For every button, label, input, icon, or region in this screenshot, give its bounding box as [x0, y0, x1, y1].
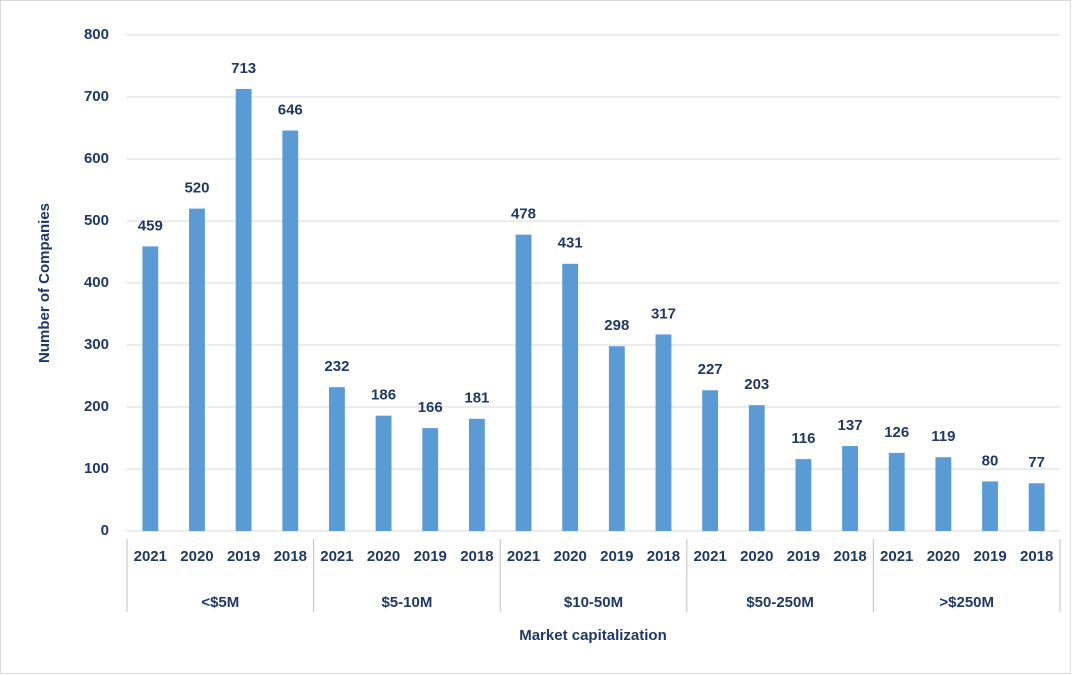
data-label: 317	[651, 305, 676, 322]
bar	[702, 390, 719, 531]
x-tick-label: 2021	[507, 548, 540, 565]
x-tick-label: 2021	[134, 548, 167, 565]
y-tick-label: 200	[84, 398, 109, 415]
bar	[282, 130, 299, 532]
y-tick-label: 100	[84, 460, 109, 477]
x-tick-label: 2019	[600, 548, 633, 565]
y-tick-label: 0	[101, 522, 109, 539]
x-tick-label: 2021	[880, 548, 913, 565]
data-label: 80	[982, 452, 999, 469]
group-label: $10-50M	[564, 594, 623, 611]
data-label: 227	[698, 361, 723, 378]
bar	[515, 234, 532, 531]
data-label: 186	[371, 387, 396, 404]
x-tick-label: 2019	[227, 548, 260, 565]
bar	[375, 415, 392, 531]
x-tick-label: 2018	[460, 548, 493, 565]
bar	[842, 446, 859, 531]
data-label: 116	[791, 430, 815, 447]
x-tick-label: 2018	[833, 548, 866, 565]
y-tick-label: 300	[84, 336, 109, 353]
data-label: 77	[1028, 454, 1045, 471]
data-label: 520	[184, 180, 209, 197]
bar	[1028, 483, 1045, 531]
x-tick-label: 2021	[693, 548, 726, 565]
bar	[935, 457, 952, 531]
x-tick-label: 2020	[740, 548, 773, 565]
x-tick-label: 2018	[647, 548, 680, 565]
x-tick-label: 2020	[927, 548, 960, 565]
x-tick-label: 2020	[367, 548, 400, 565]
data-label: 459	[138, 217, 163, 234]
group-label: $5-10M	[381, 594, 432, 611]
data-label: 126	[884, 424, 909, 441]
y-tick-label: 800	[84, 26, 109, 43]
x-tick-label: 2019	[787, 548, 820, 565]
group-label: $50-250M	[746, 594, 814, 611]
data-label: 431	[558, 235, 583, 252]
y-axis-title: Number of Companies	[36, 203, 53, 363]
data-label: 203	[744, 376, 769, 393]
group-label: <$5M	[201, 594, 239, 611]
bar	[888, 452, 905, 531]
data-label: 298	[604, 317, 629, 334]
x-tick-label: 2018	[1020, 548, 1053, 565]
data-label: 646	[278, 101, 303, 118]
bar	[608, 346, 625, 531]
bar	[795, 459, 812, 531]
bar	[422, 428, 439, 531]
bar	[142, 246, 159, 532]
data-label: 232	[324, 358, 349, 375]
data-label: 137	[838, 417, 863, 434]
data-label: 119	[931, 428, 955, 445]
bar	[235, 88, 252, 531]
bar	[982, 481, 998, 531]
bar	[655, 334, 672, 531]
bar	[189, 208, 205, 531]
data-label: 166	[418, 399, 443, 416]
data-label: 181	[464, 390, 489, 407]
y-tick-label: 600	[84, 150, 109, 167]
x-tick-label: 2019	[414, 548, 447, 565]
x-tick-label: 2021	[320, 548, 353, 565]
y-tick-label: 500	[84, 212, 109, 229]
x-axis-title: Market capitalization	[519, 627, 667, 644]
x-tick-label: 2020	[180, 548, 213, 565]
x-tick-label: 2020	[553, 548, 586, 565]
bar	[562, 263, 579, 531]
data-label: 713	[231, 60, 256, 77]
x-tick-label: 2019	[973, 548, 1006, 565]
bar	[328, 387, 345, 531]
data-label: 478	[511, 206, 536, 223]
bar	[468, 418, 485, 531]
y-tick-label: 700	[84, 88, 109, 105]
y-tick-label: 400	[84, 274, 109, 291]
bar	[748, 405, 765, 531]
group-label: >$250M	[939, 594, 994, 611]
x-tick-label: 2018	[274, 548, 307, 565]
